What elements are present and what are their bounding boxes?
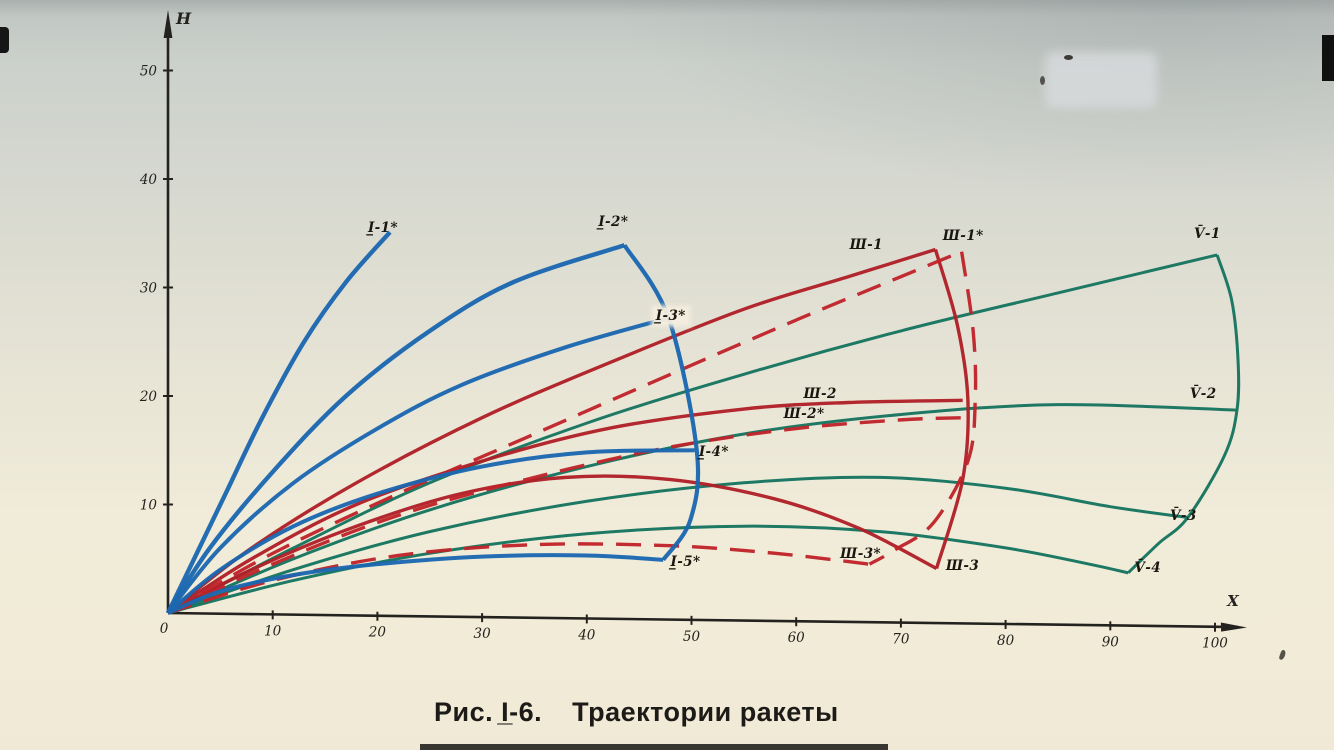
trajectory-curve-i-4s: [166, 448, 695, 615]
trajectory-curve-iii-2s: [167, 416, 964, 615]
trajectory-curve-iii-arc: [933, 249, 970, 569]
trajectory-curve-v-1: [167, 253, 1218, 615]
page-bottom-shadow: [420, 744, 888, 750]
trajectory-curve-i-1s: [166, 230, 392, 614]
y-axis-arrow-icon: [163, 10, 173, 38]
scan-mark-right-edge: [1322, 35, 1334, 81]
scan-mark-left-edge: [0, 27, 9, 53]
trajectory-curve-iii-3s: [167, 542, 870, 615]
axis-tick-label: 0: [160, 621, 169, 637]
x-axis-title: X: [1226, 592, 1240, 610]
axes: [166, 26, 1239, 629]
trajectory-curve-iii-1: [166, 247, 936, 615]
trajectory-curve-iii-arcs: [868, 251, 978, 566]
trajectory-curve-v-2: [167, 403, 1236, 615]
axis-tick-label: 40: [139, 172, 158, 188]
scan-speck-small: [1040, 76, 1045, 85]
scan-smudge: [1045, 52, 1157, 108]
axis-tick-label: 100: [1202, 636, 1228, 652]
trajectory-curve-i-5s: [167, 553, 664, 615]
axis-tick-label: 10: [140, 498, 158, 514]
axis-tick-label: 70: [892, 632, 910, 648]
axis-tick-label: 50: [683, 629, 701, 645]
trajectory-curve-iii-1s: [167, 250, 963, 615]
axis-tick-label: 30: [140, 281, 158, 297]
axis-tick-label: 40: [577, 627, 596, 643]
axis-tick-label: 20: [139, 389, 158, 405]
trajectory-curve-i-3s: [166, 315, 670, 615]
x-axis-arrow-icon: [1220, 622, 1247, 632]
caption-title: Траектории ракеты: [572, 697, 839, 727]
axis-tick-label: 10: [264, 623, 282, 639]
axis-tick-label: 20: [368, 625, 387, 641]
axis-tick-label: 90: [1102, 634, 1120, 650]
axis-tick-label: 50: [140, 64, 158, 80]
axis-tick-label: 60: [788, 630, 806, 646]
trajectory-curve-v-4: [167, 524, 1129, 615]
trajectory-curve-iii-2: [167, 398, 963, 615]
x-axis-line: [167, 611, 1239, 629]
trajectory-curve-v-arc: [1127, 254, 1241, 574]
y-axis-title: H: [175, 9, 192, 28]
trajectory-curve-v-3: [167, 475, 1188, 615]
trajectory-curve-i-2s: [166, 243, 626, 615]
scan-speck-dot: [1064, 55, 1073, 60]
trajectory-curve-i-arc: [622, 244, 701, 562]
figure-caption: Рис. I̲-6. Траектории ракеты: [434, 697, 839, 728]
caption-number: Рис. I̲-6.: [434, 697, 543, 727]
trajectory-curve-iii-3: [167, 474, 938, 615]
axis-tick-label: 30: [474, 626, 492, 642]
axis-tick-label: 80: [997, 633, 1015, 649]
